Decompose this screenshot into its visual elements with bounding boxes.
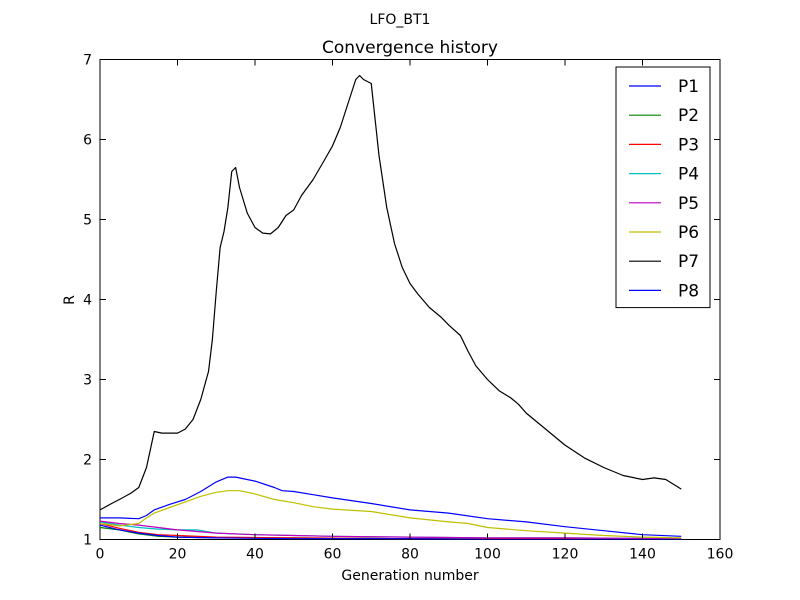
- x-tick-label: 0: [96, 547, 105, 563]
- legend-item: P1: [629, 77, 699, 97]
- y-axis-label: R: [62, 295, 78, 305]
- y-tick-label: 5: [83, 213, 92, 229]
- x-tick-label: 40: [246, 547, 264, 563]
- legend-label: P1: [678, 77, 699, 97]
- y-tick-label: 7: [83, 53, 92, 69]
- legend-label: P6: [678, 223, 699, 243]
- legend-item: P4: [629, 165, 699, 185]
- chart-title: Convergence history: [322, 38, 498, 58]
- legend-label: P2: [678, 106, 699, 126]
- legend-label: P5: [678, 194, 699, 214]
- series-line-p6: [100, 490, 682, 539]
- x-tick-label: 120: [552, 547, 579, 563]
- legend-box: [615, 66, 711, 309]
- legend-label: P3: [678, 135, 699, 155]
- legend-item: P6: [629, 223, 699, 243]
- y-tick-label: 1: [83, 533, 92, 549]
- y-tick-label: 3: [83, 373, 92, 389]
- x-tick-label: 100: [474, 547, 501, 563]
- legend-label: P8: [678, 281, 699, 301]
- y-tick-label: 6: [83, 133, 92, 149]
- legend-label: P4: [678, 165, 699, 185]
- legend-item: P8: [629, 281, 699, 301]
- axis-ticks: 0 20 40 60 80 100 120 140 160 1 2 3 4 5 6 7: [83, 53, 733, 563]
- legend-item: P3: [629, 135, 699, 155]
- legend-item: P7: [629, 252, 699, 272]
- x-tick-label: 60: [324, 547, 342, 563]
- legend-item: P2: [629, 106, 699, 126]
- x-axis-label: Generation number: [341, 568, 478, 584]
- y-tick-label: 4: [83, 293, 92, 309]
- legend-item: P5: [629, 194, 699, 214]
- legend-label: P7: [678, 252, 699, 272]
- chart-suptitle: LFO_BT1: [370, 12, 431, 28]
- series-line-p8: [100, 524, 682, 540]
- legend: P1 P2 P3 P4 P5 P6 P7 P8: [615, 66, 711, 309]
- y-tick-label: 2: [83, 453, 92, 469]
- series-line-p7: [100, 74, 682, 511]
- x-tick-label: 80: [401, 547, 419, 563]
- x-tick-label: 20: [169, 547, 187, 563]
- x-tick-label: 160: [707, 547, 734, 563]
- x-tick-label: 140: [629, 547, 656, 563]
- series-line-p1: [100, 476, 682, 537]
